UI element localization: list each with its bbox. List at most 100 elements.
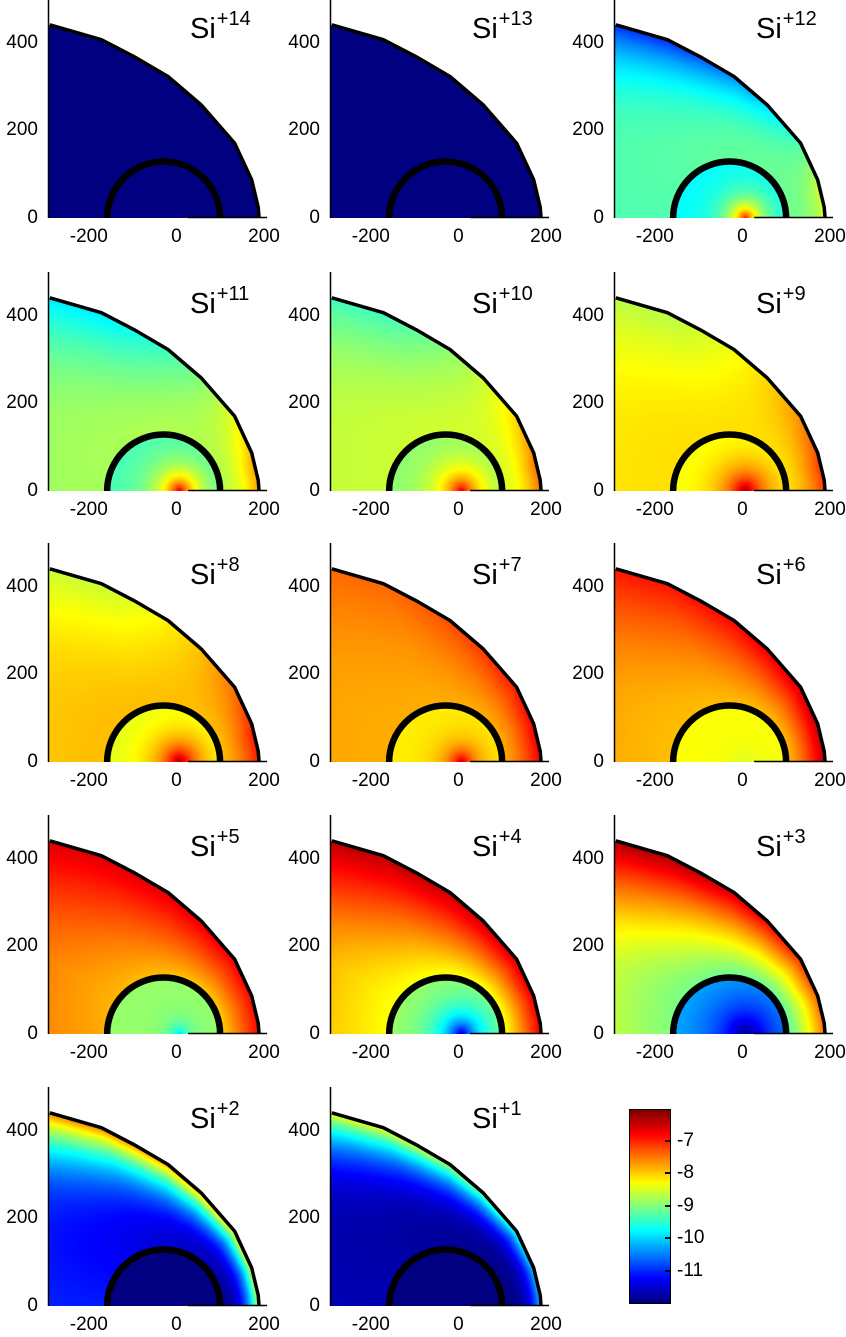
shock-boundary: [615, 567, 827, 763]
y-tick-label: 0: [593, 751, 604, 772]
x-tick-label: 200: [248, 226, 280, 247]
x-tick-label: -200: [69, 226, 108, 247]
panel-title: Si+7: [472, 554, 522, 592]
inner-boundary: [669, 431, 790, 492]
panel-title: Si+13: [472, 8, 533, 46]
y-tick-label: 0: [593, 1023, 604, 1044]
inner-boundary: [385, 974, 506, 1035]
y-tick-label: 400: [6, 304, 38, 326]
panel-title: Si+2: [190, 1098, 240, 1136]
panel-title: Si+11: [190, 283, 249, 321]
panel-siplus11: Si+11 0 200 400 -200 0 200: [6, 272, 280, 519]
boundaries: [613, 272, 833, 492]
ion-symbol: Si: [472, 559, 498, 591]
inner-boundary: [385, 702, 506, 763]
y-tick-label: 0: [309, 480, 320, 501]
y-tick-label: 200: [6, 1207, 38, 1229]
x-tick-label: 200: [530, 770, 562, 791]
panel-siplus7: Si+7 0 200 400 -200 0 200: [288, 543, 562, 790]
colorbar-tick-mark: [665, 1204, 670, 1207]
x-tick-label: 0: [737, 499, 748, 520]
x-tick-label: 0: [171, 770, 182, 791]
x-tick-label: 200: [248, 1314, 280, 1335]
colorbar-tick-mark: [665, 1237, 670, 1240]
y-tick-label: 200: [572, 119, 604, 141]
ion-charge: +13: [498, 8, 533, 30]
y-tick-label: 0: [309, 751, 320, 772]
y-tick-label: 0: [593, 207, 604, 228]
panel-title: Si+3: [756, 826, 806, 864]
boundaries: [329, 0, 549, 219]
colorbar-tick-label: -11: [677, 1259, 704, 1281]
panel-siplus1: Si+1 0 200 400 -200 0 200: [288, 1087, 562, 1334]
shock-boundary: [49, 1111, 261, 1307]
y-tick-label: 0: [309, 1295, 320, 1316]
y-tick-label: 200: [6, 119, 38, 141]
ion-charge: +8: [216, 554, 240, 576]
shock-boundary: [331, 1111, 543, 1307]
panel-siplus6: Si+6 0 200 400 -200 0 200: [572, 543, 846, 790]
x-tick-label: 0: [171, 226, 182, 247]
ion-symbol: Si: [190, 1103, 216, 1135]
y-tick-label: 400: [572, 575, 604, 597]
boundaries: [613, 0, 833, 219]
panel-title: Si+8: [190, 554, 240, 592]
y-tick-label: 400: [288, 31, 320, 53]
ion-symbol: Si: [756, 559, 782, 591]
ion-charge: +9: [782, 283, 806, 305]
y-tick-label: 200: [288, 935, 320, 957]
y-tick-label: 0: [309, 1023, 320, 1044]
y-tick-label: 400: [572, 847, 604, 869]
x-tick-label: 200: [530, 226, 562, 247]
panel-siplus9: Si+9 0 200 400 -200 0 200: [572, 272, 846, 519]
colorbar: -7 -8 -9 -10 -11: [629, 1109, 704, 1304]
x-tick-label: -200: [351, 499, 390, 520]
x-tick-label: -200: [635, 770, 674, 791]
colorbar-tick-mark: [665, 1172, 670, 1175]
boundaries: [329, 815, 549, 1035]
x-tick-label: -200: [69, 1314, 108, 1335]
colorbar-tick-mark: [665, 1139, 670, 1142]
x-tick-label: -200: [635, 1042, 674, 1063]
ion-charge: +3: [782, 826, 806, 848]
shock-boundary: [615, 839, 827, 1035]
colorbar-tick-label: -7: [677, 1129, 694, 1151]
boundaries: [47, 0, 267, 219]
ion-symbol: Si: [756, 288, 782, 320]
boundaries: [613, 815, 833, 1035]
ion-symbol: Si: [472, 13, 498, 45]
x-tick-label: 0: [737, 226, 748, 247]
x-tick-label: -200: [635, 226, 674, 247]
x-tick-label: 0: [171, 1314, 182, 1335]
y-tick-label: 400: [572, 31, 604, 53]
y-tick-label: 400: [6, 575, 38, 597]
y-tick-label: 0: [27, 1023, 38, 1044]
inner-boundary: [103, 158, 224, 219]
panel-title: Si+12: [756, 8, 817, 46]
ion-charge: +1: [498, 1098, 522, 1120]
ion-symbol: Si: [756, 831, 782, 863]
x-tick-label: -200: [635, 499, 674, 520]
panel-siplus12: Si+12 0 200 400 -200 0 200: [572, 0, 846, 246]
colorbar-tick-label: -9: [677, 1194, 694, 1216]
boundaries: [329, 543, 549, 763]
inner-boundary: [103, 974, 224, 1035]
x-tick-label: 200: [530, 1042, 562, 1063]
x-tick-label: 200: [248, 499, 280, 520]
y-tick-label: 200: [572, 935, 604, 957]
inner-boundary: [385, 431, 506, 492]
x-tick-label: 200: [530, 499, 562, 520]
shock-boundary: [49, 23, 261, 219]
boundaries: [47, 543, 267, 763]
x-tick-label: -200: [351, 770, 390, 791]
x-tick-label: 0: [453, 499, 464, 520]
x-tick-label: 200: [814, 499, 846, 520]
x-tick-label: -200: [69, 499, 108, 520]
boundaries: [329, 272, 549, 492]
y-tick-label: 200: [572, 663, 604, 685]
shock-boundary: [331, 567, 543, 763]
x-tick-label: 0: [453, 226, 464, 247]
boundaries: [47, 1087, 267, 1307]
x-tick-label: 200: [248, 770, 280, 791]
y-tick-label: 200: [288, 119, 320, 141]
